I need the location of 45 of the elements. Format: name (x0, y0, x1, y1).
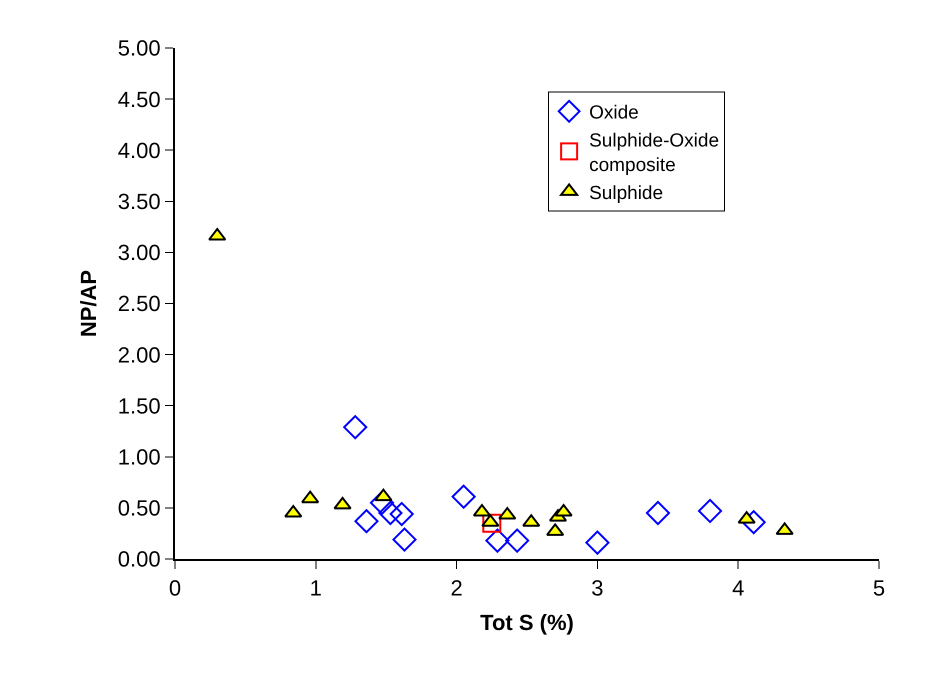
point (585, 530, 610, 555)
point (392, 528, 417, 552)
point (554, 504, 573, 516)
y-tick-label: 0.00 (118, 546, 161, 572)
x-tick-label: 5 (872, 575, 886, 600)
point (546, 523, 564, 536)
point (698, 498, 722, 524)
y-tick-label: 4.00 (118, 138, 161, 163)
point (452, 484, 476, 509)
point (498, 507, 516, 520)
point (284, 505, 302, 518)
point (208, 228, 226, 241)
x-tick-label: 3 (591, 575, 604, 600)
point (370, 490, 394, 515)
point (378, 500, 402, 526)
legend-label: Oxide (589, 102, 639, 124)
y-tick-label: 2.00 (118, 342, 161, 368)
x-tick-label: 2 (450, 575, 463, 600)
point (505, 528, 530, 553)
point (522, 514, 540, 527)
point (343, 415, 368, 440)
point (646, 500, 670, 526)
y-tick-label: 1.50 (118, 393, 161, 418)
point (390, 502, 414, 526)
point (354, 509, 379, 534)
x-tick-label: 4 (732, 575, 744, 600)
x-axis-title: Tot S (%) (480, 610, 574, 635)
y-axis-title: NP/AP (76, 270, 102, 338)
point (742, 510, 766, 534)
y-tick-label: 3.00 (118, 240, 161, 266)
y-tick-label: 5.00 (118, 36, 161, 61)
y-tick-label: 0.50 (118, 496, 161, 521)
point (776, 522, 794, 535)
y-tick-label: 3.50 (118, 189, 161, 214)
point (482, 514, 502, 533)
legend-label: Sulphide-Oxide composite (589, 130, 720, 176)
point (301, 490, 320, 504)
y-tick-label: 2.50 (118, 291, 161, 316)
point (481, 514, 500, 527)
x-tick-label: 1 (310, 575, 322, 600)
legend-label: Sulphide (589, 182, 664, 204)
y-tick-label: 4.50 (118, 86, 161, 112)
x-tick-label: 0 (168, 575, 182, 600)
point (485, 528, 510, 553)
y-tick-label: 1.00 (118, 444, 161, 470)
